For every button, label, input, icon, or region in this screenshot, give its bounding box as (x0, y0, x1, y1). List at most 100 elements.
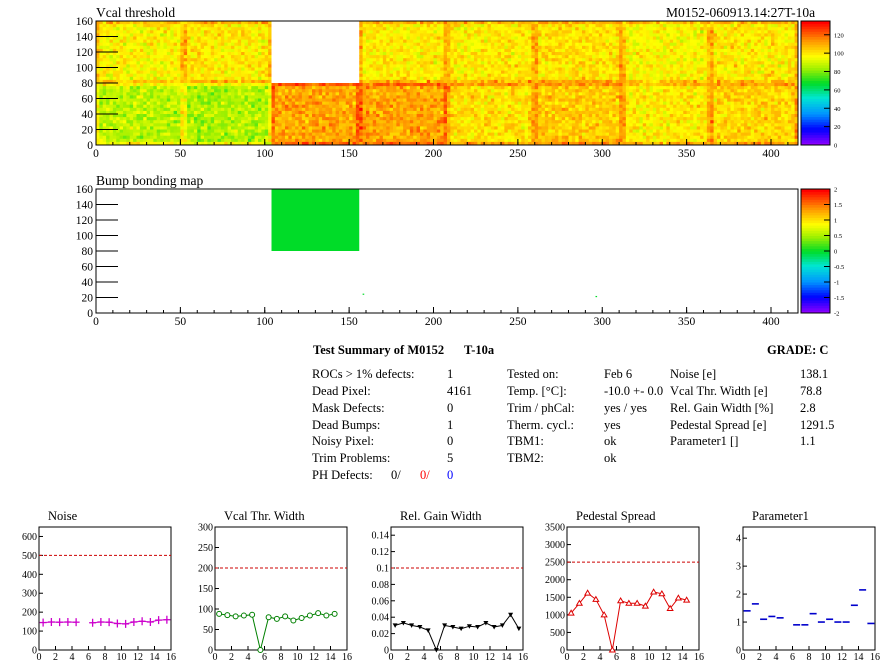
pixel (109, 58, 114, 62)
pixel (119, 104, 124, 109)
pixel (126, 42, 131, 47)
pixel (703, 39, 708, 44)
pixel (106, 76, 110, 81)
pixel (251, 52, 256, 56)
pixel (740, 76, 745, 81)
pixel (679, 76, 684, 81)
pixel (622, 45, 627, 50)
pixel (156, 114, 161, 118)
pixel (524, 30, 529, 34)
pixel (247, 67, 252, 71)
pixel (791, 61, 796, 65)
pixel (733, 33, 738, 37)
pixel (274, 141, 279, 146)
pixel (720, 73, 725, 78)
pixel (214, 89, 218, 93)
pixel (193, 76, 198, 81)
pixel (598, 48, 603, 53)
pixel (700, 48, 704, 53)
pixel (605, 73, 610, 78)
pixel (366, 24, 370, 28)
pixel (183, 132, 188, 137)
pixel (312, 86, 316, 90)
pixel (534, 21, 539, 25)
pixel (484, 79, 488, 84)
pixel (747, 42, 752, 47)
pixel (676, 58, 681, 62)
pixel (750, 64, 755, 68)
pixel (153, 117, 158, 121)
pixel (200, 64, 205, 68)
pixel (470, 76, 475, 81)
pixel (389, 58, 394, 62)
pixel (190, 45, 195, 50)
pixel (764, 61, 769, 65)
pixel (528, 21, 532, 25)
pixel (663, 27, 667, 31)
pixel (291, 110, 296, 115)
pixel (315, 126, 320, 130)
pixel (177, 33, 181, 37)
pixel (490, 67, 495, 71)
pixel (177, 55, 181, 59)
pixel (690, 39, 694, 44)
pixel (588, 61, 593, 65)
pixel (777, 21, 782, 25)
pixel (197, 104, 202, 109)
pixel (700, 58, 704, 62)
pixel (308, 89, 313, 93)
pixel (592, 24, 596, 28)
pixel (376, 70, 380, 75)
pixel (551, 48, 556, 53)
pixel (173, 79, 178, 84)
pixel (575, 45, 580, 50)
pixel (312, 129, 316, 133)
pixel (555, 61, 559, 65)
pixel (163, 104, 168, 109)
pixel (440, 24, 445, 28)
pixel (139, 138, 144, 143)
pixel (781, 39, 785, 44)
pixel (774, 76, 779, 81)
pixel (760, 36, 765, 40)
pixel (511, 33, 515, 37)
pixel (632, 36, 637, 40)
pixel (794, 52, 799, 56)
pixel (166, 39, 171, 44)
pixel (244, 36, 249, 40)
pixel (251, 117, 256, 121)
pixel (217, 107, 222, 112)
pixel (453, 79, 458, 84)
pixel (150, 129, 154, 133)
pixel (241, 110, 245, 115)
pixel (750, 73, 755, 78)
pixel (558, 79, 563, 84)
pixel (669, 33, 674, 37)
pixel (102, 126, 107, 130)
pixel (197, 123, 202, 127)
pixel (237, 92, 242, 96)
pixel (744, 45, 748, 50)
pixel (467, 64, 472, 68)
pixel (625, 76, 630, 81)
pixel (450, 42, 455, 47)
pixel (494, 24, 499, 28)
pixel (264, 76, 269, 81)
pixel (757, 67, 762, 71)
pixel (312, 92, 316, 96)
pixel (129, 135, 134, 140)
pixel (247, 64, 252, 68)
pixel (291, 86, 296, 90)
pixel (585, 27, 590, 31)
pixel (474, 36, 478, 40)
pixel (183, 27, 188, 31)
pixel (673, 27, 677, 31)
pixel (96, 114, 100, 118)
pixel (588, 45, 593, 50)
pixel (261, 89, 266, 93)
pixel (389, 67, 394, 71)
pixel (538, 30, 542, 34)
pixel (281, 123, 286, 127)
pixel (750, 52, 755, 56)
pixel (123, 76, 127, 81)
